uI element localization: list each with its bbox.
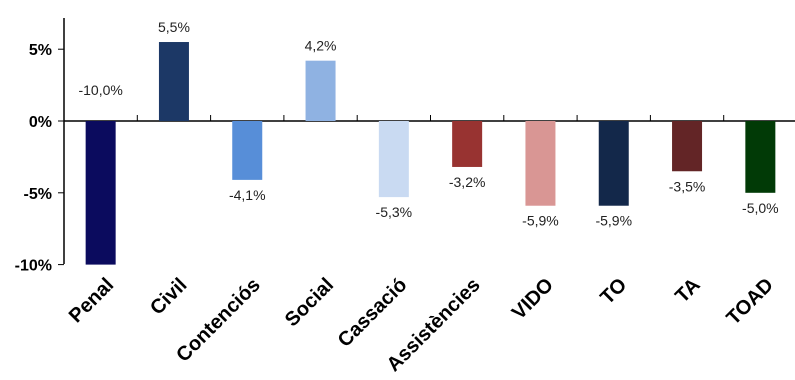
data-label: -4,1% (229, 187, 266, 203)
data-label: -5,0% (742, 200, 779, 216)
y-tick-label: -5% (24, 186, 52, 203)
x-tick-label: VIDO (508, 274, 558, 324)
x-tick-label: Penal (65, 274, 118, 327)
bar-cassaci- (378, 121, 409, 198)
y-tick-label: 5% (29, 42, 52, 59)
data-labels-layer: -10,0% 5,5% -4,1% 4,2% -5,3% -3,2% -5,9% -5,9% -… (78, 19, 778, 229)
bar-social (305, 60, 336, 121)
bars-layer (85, 42, 776, 265)
data-label: -3,5% (669, 178, 706, 194)
bar-ta (672, 121, 703, 172)
bar-vido (525, 121, 556, 206)
data-label: -5,9% (595, 213, 632, 229)
y-tick-label: 0% (29, 114, 52, 131)
bar-assist-ncies (452, 121, 483, 167)
data-label: -5,3% (376, 204, 413, 220)
bar-to (598, 121, 629, 206)
data-label: -5,9% (522, 213, 559, 229)
bar-toad (745, 121, 776, 193)
bar-penal (85, 121, 116, 265)
x-tick-label: TA (671, 274, 704, 307)
data-label: 4,2% (305, 38, 337, 54)
data-label: 5,5% (158, 19, 190, 35)
x-tick-label: Civil (146, 274, 191, 319)
bar-civil (158, 42, 189, 121)
data-label: -3,2% (449, 174, 486, 190)
bar-contenci-s (232, 121, 263, 180)
y-tick-label: -10% (15, 258, 52, 275)
x-tick-label: Cassació (334, 274, 412, 352)
x-tick-label: TO (596, 274, 631, 309)
data-label: -10,0% (78, 82, 122, 98)
x-tick-label: TOAD (723, 274, 778, 329)
x-tick-label: Social (281, 274, 338, 331)
